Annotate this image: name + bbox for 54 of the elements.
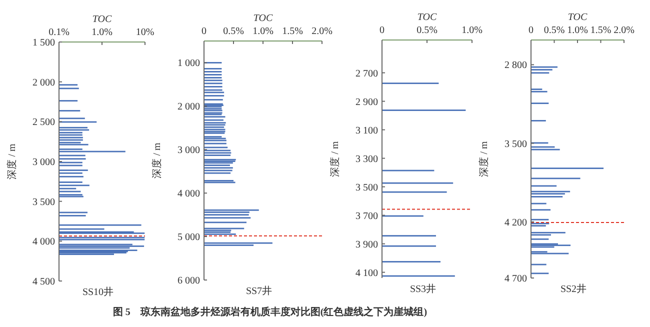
- y-axis-title: 深度 / m: [151, 142, 163, 178]
- y-tick-label: 2 700: [356, 68, 378, 80]
- x-tick-label: 1.0%: [252, 26, 274, 37]
- y-tick-label: 3 500: [504, 138, 527, 150]
- x-tick-label: 1.0%: [92, 27, 112, 38]
- y-tick-label: 4 000: [178, 188, 200, 200]
- y-tick-label: 6 000: [178, 276, 200, 286]
- x-axis-title: TOC: [253, 13, 273, 24]
- y-tick-label: 3 300: [356, 154, 378, 165]
- x-tick-label: 0.5%: [416, 25, 438, 36]
- y-tick-label: 3 500: [32, 196, 55, 208]
- y-tick-label: 2 800: [504, 60, 527, 72]
- y-tick-label: 3 500: [356, 182, 378, 194]
- y-tick-label: 2 900: [356, 96, 378, 108]
- x-axis-title: TOC: [568, 12, 588, 23]
- x-tick-label: 1.0%: [462, 25, 482, 36]
- x-tick-label: 10%: [136, 27, 154, 38]
- x-tick-label: 1.5%: [590, 25, 612, 36]
- y-tick-label: 3 100: [356, 125, 378, 136]
- x-tick-label: 0.5%: [223, 26, 244, 37]
- y-tick-label: 3 700: [356, 210, 378, 222]
- y-tick-label: 2 500: [32, 117, 55, 128]
- x-tick-label: 2.0%: [614, 25, 634, 36]
- y-tick-label: 1 000: [178, 58, 200, 70]
- y-tick-label: 4 700: [504, 274, 527, 284]
- y-tick-label: 3 000: [32, 157, 55, 168]
- y-tick-label: 5 000: [178, 232, 200, 244]
- text: SS3井: [410, 283, 436, 295]
- y-tick-label: 2 000: [32, 77, 55, 88]
- x-axis-title: TOC: [92, 14, 112, 25]
- x-tick-label: 1.0%: [567, 25, 588, 36]
- x-tick-label: 0.1%: [48, 27, 70, 38]
- caption: 图 5 琼东南盆地多井烃源岩有机质丰度对比图(红色虚线之下为崖城组): [112, 306, 428, 318]
- x-tick-label: 0: [202, 26, 206, 37]
- x-tick-label: 1.5%: [282, 26, 303, 37]
- y-tick-label: 3 900: [356, 239, 378, 250]
- y-tick-label: 4 000: [32, 236, 55, 248]
- y-tick-label: 3 000: [178, 145, 200, 156]
- y-axis-title: 深度 / m: [6, 144, 18, 180]
- text: SS10井: [82, 286, 114, 298]
- y-tick-label: 1 500: [32, 38, 55, 48]
- y-tick-label: 4 500: [32, 276, 55, 288]
- y-tick-label: 4 200: [504, 217, 527, 228]
- y-tick-label: 4 100: [356, 268, 378, 279]
- text: SS7井: [246, 285, 272, 297]
- y-axis-title: 深度 / m: [478, 141, 490, 177]
- x-tick-label: 0: [528, 25, 534, 36]
- y-tick-label: 2 000: [178, 102, 200, 113]
- x-tick-label: 0.5%: [544, 25, 565, 36]
- x-tick-label: 2.0%: [312, 26, 332, 37]
- x-tick-label: 0: [380, 25, 384, 36]
- y-axis-title: 深度 / m: [329, 141, 341, 177]
- text: SS2井: [560, 283, 587, 295]
- x-axis-title: TOC: [417, 12, 437, 23]
